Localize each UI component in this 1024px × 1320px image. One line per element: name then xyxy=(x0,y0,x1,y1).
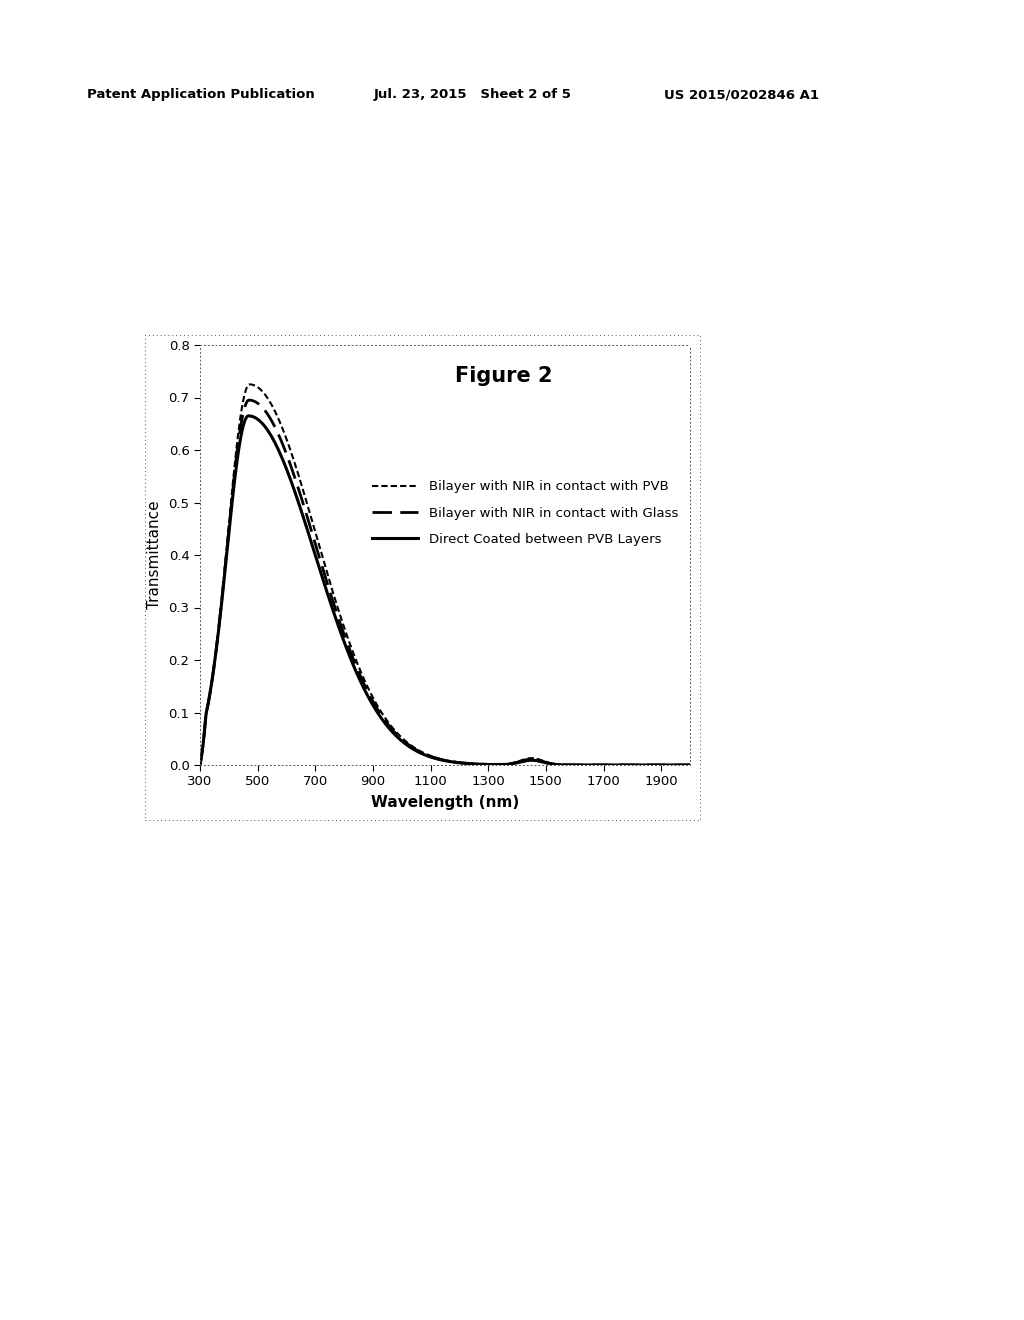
Text: US 2015/0202846 A1: US 2015/0202846 A1 xyxy=(664,88,818,102)
Text: Patent Application Publication: Patent Application Publication xyxy=(87,88,314,102)
Legend: Bilayer with NIR in contact with PVB, Bilayer with NIR in contact with Glass, Di: Bilayer with NIR in contact with PVB, Bi… xyxy=(367,475,683,550)
Text: Figure 2: Figure 2 xyxy=(455,366,553,385)
Y-axis label: Transmittance: Transmittance xyxy=(146,500,162,610)
X-axis label: Wavelength (nm): Wavelength (nm) xyxy=(371,796,519,810)
Text: Jul. 23, 2015   Sheet 2 of 5: Jul. 23, 2015 Sheet 2 of 5 xyxy=(374,88,571,102)
